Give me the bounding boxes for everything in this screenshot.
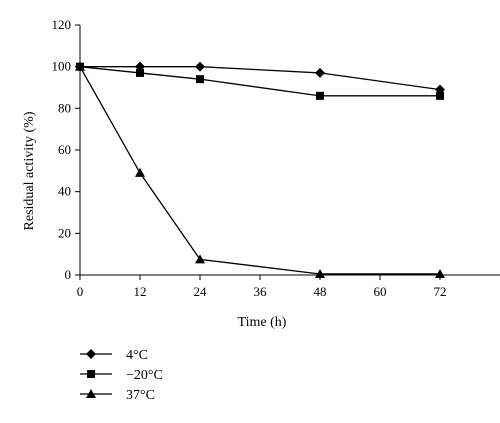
- data-point: [136, 69, 144, 77]
- legend-label: 4°C: [126, 348, 148, 363]
- y-tick-label: 0: [65, 267, 72, 282]
- series-line: [80, 67, 440, 274]
- x-tick-label: 36: [254, 284, 268, 299]
- x-tick-label: 0: [77, 284, 84, 299]
- series-line: [80, 67, 440, 90]
- data-point: [195, 254, 205, 263]
- y-tick-label: 80: [58, 100, 71, 115]
- series-2: [76, 63, 444, 100]
- legend-marker: [87, 370, 95, 378]
- legend-item-1: 4°C: [80, 348, 148, 363]
- series-3: [75, 62, 445, 278]
- legend: 4°C −20°C 37°C: [80, 348, 163, 403]
- data-point: [135, 168, 145, 177]
- data-point: [316, 92, 324, 100]
- x-tick-label: 48: [314, 284, 327, 299]
- legend-label: 37°C: [126, 388, 155, 403]
- series-layer: [75, 62, 445, 278]
- data-point: [196, 75, 204, 83]
- y-tick-label: 60: [58, 142, 71, 157]
- x-axis-label: Time (h): [238, 315, 287, 330]
- legend-marker: [86, 349, 96, 359]
- x-tick-label: 72: [434, 284, 447, 299]
- x-tick-label: 24: [194, 284, 208, 299]
- data-point: [315, 68, 325, 78]
- legend-item-2: −20°C: [80, 368, 163, 383]
- x-tick-label: 12: [134, 284, 147, 299]
- axes: 0 20 40 60 80 100 120 0 12 24 36 48 60 72: [52, 17, 500, 299]
- legend-label: −20°C: [126, 368, 163, 383]
- y-tick-label: 120: [52, 17, 72, 32]
- data-point: [195, 62, 205, 72]
- legend-item-3: 37°C: [80, 388, 155, 403]
- y-tick-label: 40: [58, 184, 71, 199]
- series-line: [80, 67, 440, 96]
- series-1: [75, 62, 445, 95]
- y-axis-label: Residual activity (%): [22, 111, 37, 230]
- data-point: [436, 92, 444, 100]
- y-tick-label: 100: [52, 59, 72, 74]
- x-tick-label: 60: [374, 284, 387, 299]
- y-tick-label: 20: [58, 225, 71, 240]
